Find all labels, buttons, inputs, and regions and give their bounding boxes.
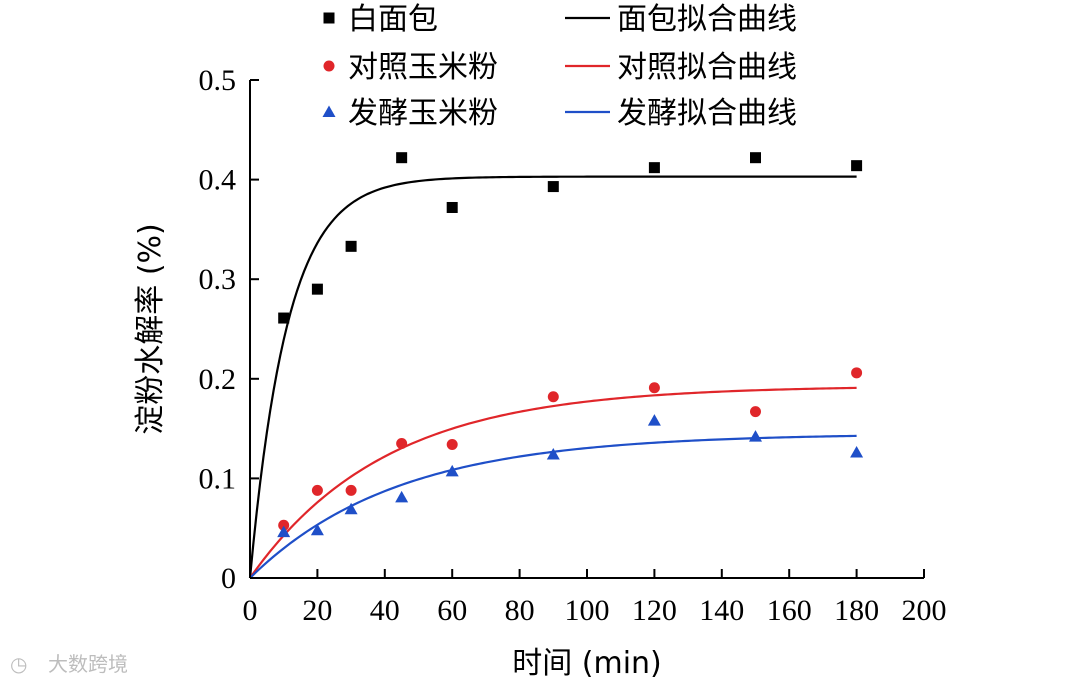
y-tick-label: 0 — [221, 562, 236, 595]
data-point-circle — [851, 367, 863, 379]
data-point-square — [547, 181, 559, 193]
x-tick-label: 40 — [370, 594, 400, 627]
legend-marker — [323, 60, 335, 72]
x-ticks: 0 20 40 60 80 100 120 140 160 180 200 — [243, 569, 947, 627]
y-tick-label: 0.4 — [199, 164, 237, 197]
watermark-text: 大数跨境 — [48, 652, 128, 676]
data-point-triangle — [749, 430, 762, 442]
legend-label: 对照玉米粉 — [348, 50, 498, 85]
data-point-triangle — [850, 446, 864, 458]
legend-marker — [323, 12, 335, 24]
y-tick-label: 0.5 — [199, 64, 237, 97]
data-point-triangle — [277, 525, 291, 538]
data-point-circle — [648, 382, 660, 394]
data-point-square — [311, 283, 323, 295]
data-point-square — [750, 152, 761, 164]
y-axis-title: 淀粉水解率 (%) — [133, 223, 168, 434]
data-point-square — [345, 240, 357, 252]
x-tick-label: 160 — [767, 594, 812, 627]
legend-label: 发酵拟合曲线 — [617, 96, 797, 131]
x-tick-label: 100 — [565, 594, 610, 627]
data-point-triangle — [647, 414, 661, 426]
x-tick-label: 80 — [505, 594, 535, 627]
legend-marker — [322, 105, 336, 117]
data-point-square — [648, 162, 660, 174]
x-axis-title: 时间 (min) — [512, 646, 662, 681]
data-point-circle — [396, 438, 408, 450]
data-point-circle — [446, 439, 458, 451]
y-tick-label: 0.2 — [199, 363, 237, 396]
legend-label: 发酵玉米粉 — [348, 96, 498, 131]
data-point-circle — [278, 519, 290, 531]
data-point-triangle — [344, 502, 358, 515]
data-point-circle — [345, 484, 357, 496]
legend-label: 白面包 — [348, 2, 438, 37]
data-point-triangle — [546, 447, 560, 460]
fit-line — [249, 386, 857, 579]
data-point-circle — [547, 391, 559, 403]
data-point-triangle — [310, 523, 324, 536]
data-points — [277, 152, 864, 538]
legend-label: 对照拟合曲线 — [617, 50, 797, 85]
y-tick-label: 0.3 — [199, 263, 237, 296]
x-tick-label: 140 — [699, 594, 744, 627]
data-point-square — [278, 312, 290, 324]
data-point-square — [851, 160, 863, 172]
y-ticks: 0 0.1 0.2 0.3 0.4 0.5 — [199, 64, 259, 595]
y-tick-label: 0.1 — [199, 462, 237, 495]
x-tick-label: 60 — [437, 594, 467, 627]
fit-curves — [248, 175, 857, 579]
data-point-square — [396, 152, 408, 164]
data-point-circle — [311, 484, 323, 496]
data-point-triangle — [445, 464, 459, 477]
watermark: ◷ 大数跨境 — [10, 652, 128, 676]
legend-label: 面包拟合曲线 — [617, 2, 797, 37]
watermark-logo-icon: ◷ — [10, 652, 27, 676]
x-tick-label: 200 — [902, 594, 947, 627]
x-tick-label: 20 — [302, 594, 332, 627]
x-tick-label: 180 — [834, 594, 879, 627]
x-tick-label: 120 — [632, 594, 677, 627]
data-point-circle — [750, 406, 761, 418]
data-point-triangle — [395, 490, 409, 503]
x-tick-label: 0 — [243, 594, 258, 627]
data-point-square — [446, 201, 458, 213]
fit-line — [248, 175, 857, 579]
